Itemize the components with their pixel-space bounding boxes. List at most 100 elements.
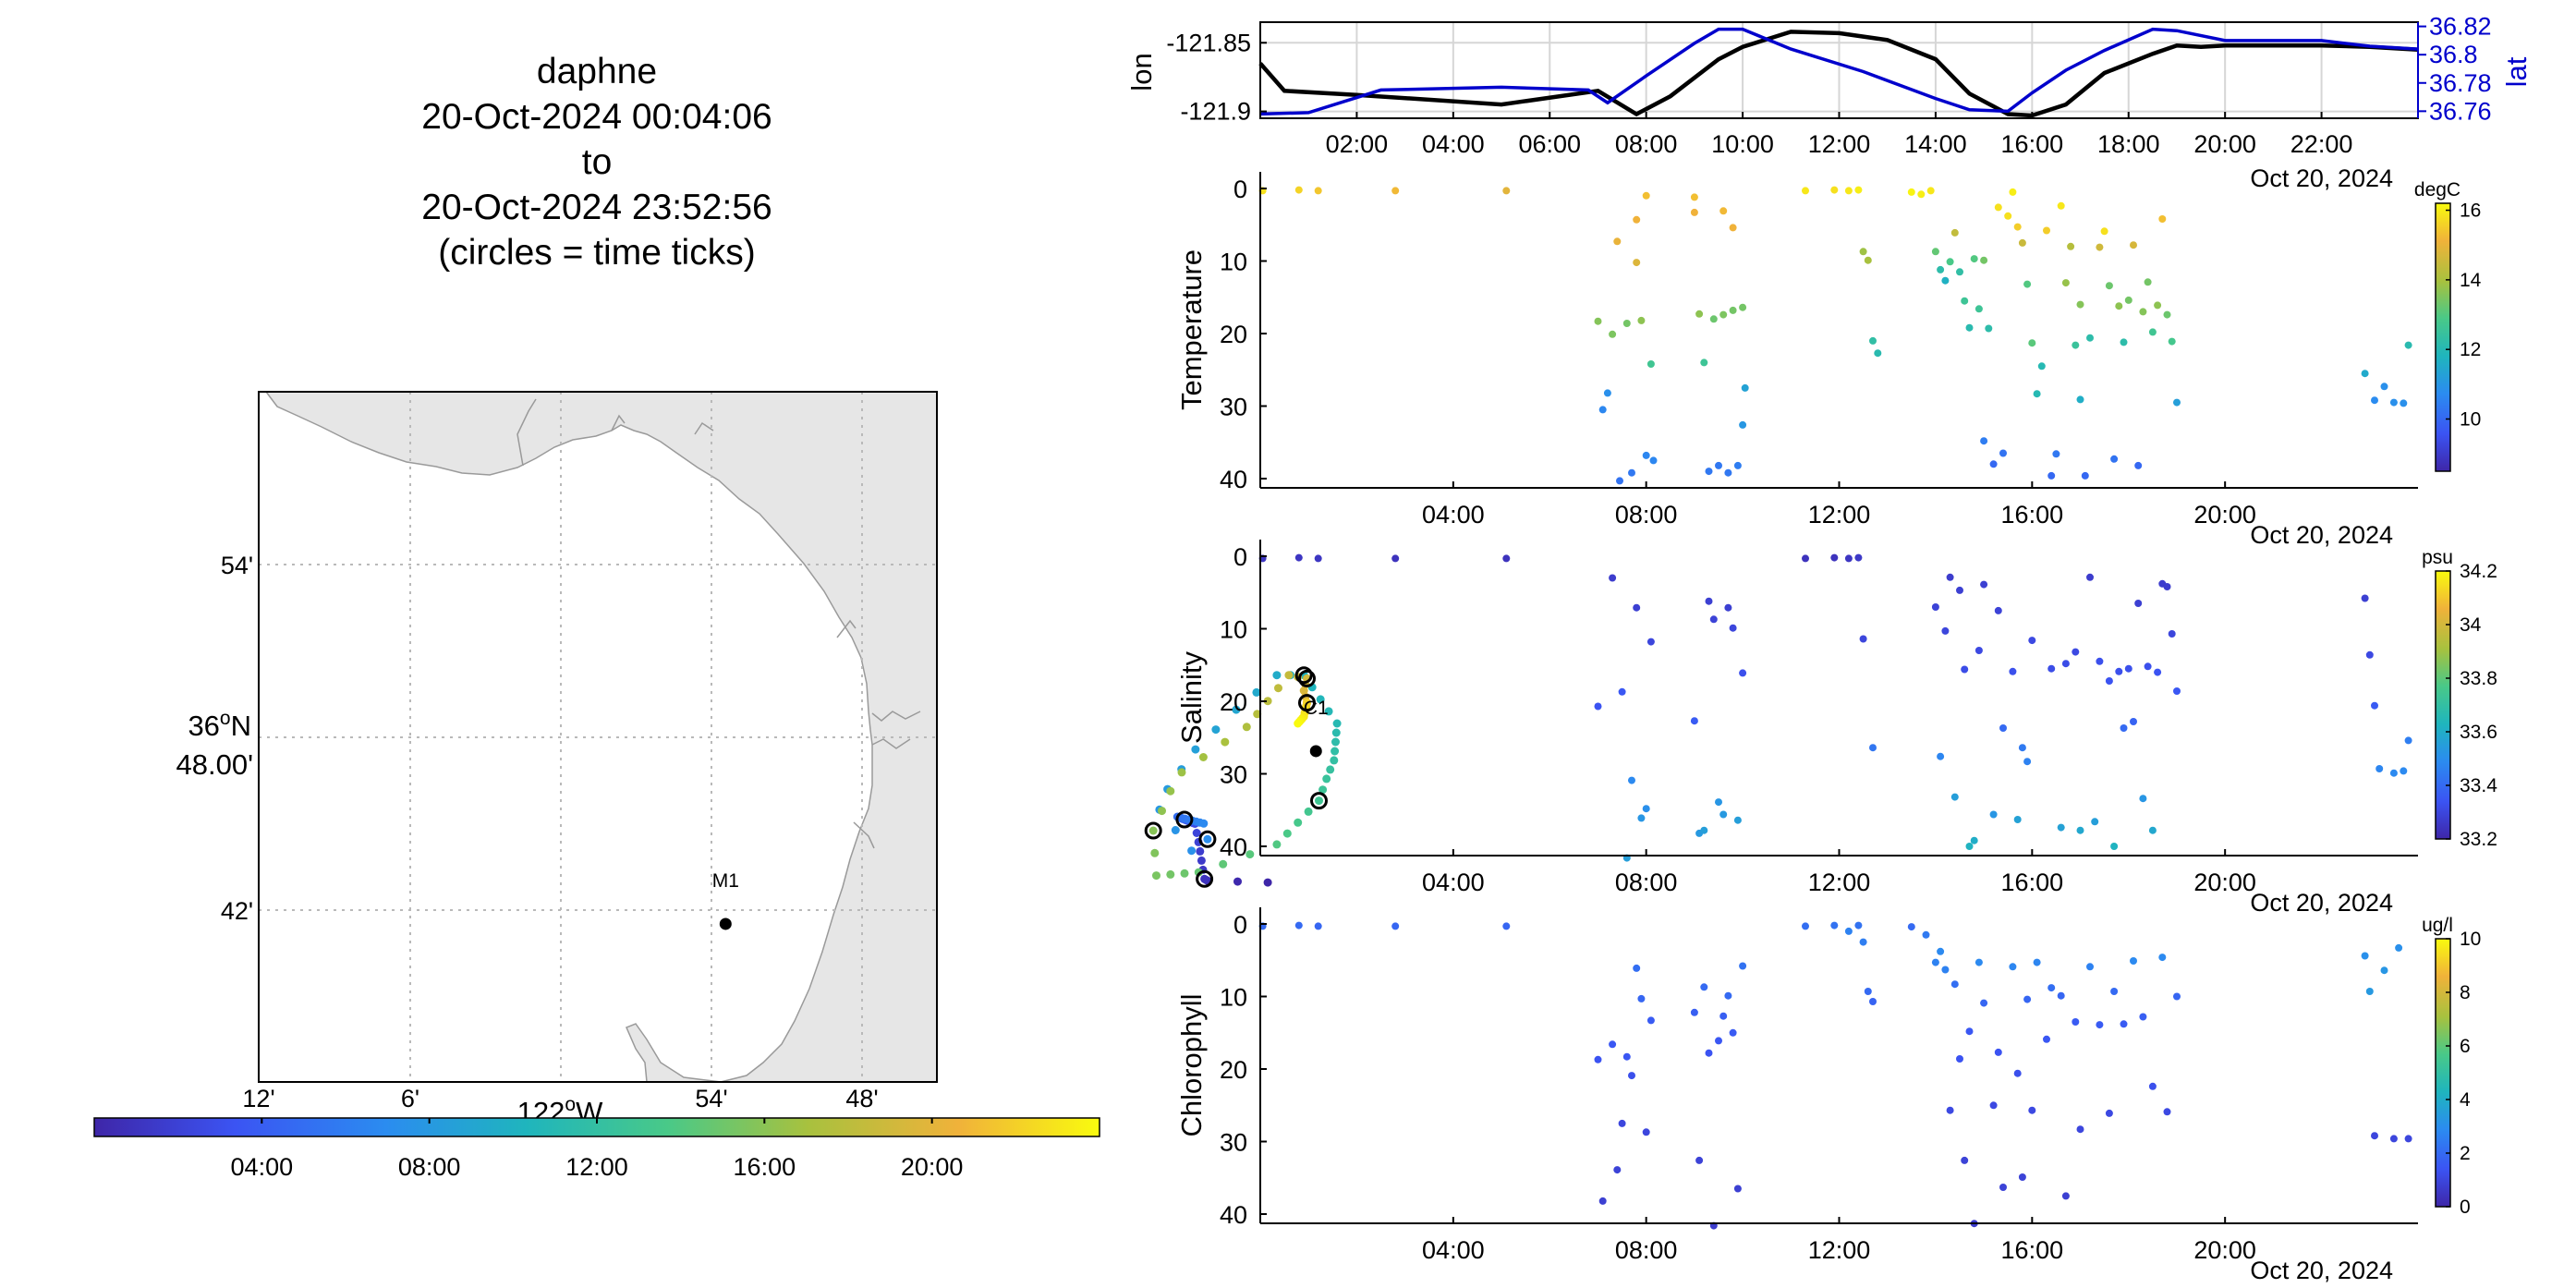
profile-point — [2110, 843, 2119, 850]
profile-y-label: Temperature — [1175, 249, 1208, 410]
profile-point — [2371, 396, 2378, 405]
stations: M1 C1 — [712, 698, 1329, 930]
profile-point — [1729, 306, 1737, 314]
profile-point — [1637, 316, 1646, 324]
profile-colorbar-tick: 2 — [2460, 1143, 2471, 1164]
profile-point — [2057, 991, 2065, 1000]
lon-tick: 12' — [242, 1085, 274, 1112]
station-marker — [719, 917, 732, 930]
profile-point — [2168, 630, 2176, 638]
profile-point — [2037, 362, 2046, 371]
lat-tick: 42' — [221, 897, 253, 925]
lon-tick: 48' — [845, 1085, 878, 1112]
profile-colorbar-tick: 0 — [2460, 1197, 2471, 1218]
profile-point — [2013, 816, 2022, 823]
profile-point — [1690, 1008, 1698, 1016]
profile-point — [1859, 938, 1867, 946]
profile-point — [1733, 816, 1742, 824]
track-point — [1252, 687, 1261, 697]
profile-point — [1705, 597, 1713, 605]
pos-x-tick: 02:00 — [1326, 130, 1389, 158]
profile-point — [2163, 583, 2171, 590]
profile-point — [1633, 603, 1641, 612]
time-colorbar-tick: 08:00 — [398, 1153, 461, 1181]
profile-point — [2072, 648, 2080, 656]
profile-x-tick: 16:00 — [2001, 501, 2064, 529]
profile-point — [1739, 962, 1747, 970]
river — [611, 414, 626, 431]
profile-y-tick: 0 — [1233, 176, 1247, 203]
profile-x-tick: 04:00 — [1422, 1236, 1485, 1264]
profile-y-tick: 30 — [1220, 394, 1247, 421]
profile-point — [1294, 553, 1303, 562]
profile-point — [1594, 702, 1602, 711]
track-point — [1211, 725, 1221, 735]
profile-point — [2134, 600, 2143, 607]
degree-symbol: o — [220, 708, 231, 729]
profile-x-tick: 08:00 — [1615, 869, 1678, 896]
track-point — [1263, 697, 1272, 706]
glider-track — [1144, 666, 1342, 888]
pos-x-tick: 22:00 — [2290, 130, 2353, 158]
profile-point — [2404, 1135, 2412, 1143]
profile-point — [2023, 758, 2032, 766]
track-point — [1284, 671, 1294, 680]
profile-point — [1869, 744, 1877, 752]
map-grid — [259, 392, 937, 1082]
profile-point — [1802, 922, 1809, 930]
profile-point — [1719, 207, 1728, 215]
profile-point — [1961, 297, 1969, 305]
lon-tick: 54' — [695, 1085, 727, 1112]
profile-point — [2371, 701, 2378, 710]
profile-point — [2096, 657, 2104, 665]
profile-point — [2004, 212, 2012, 220]
lat-center-deg: 36 — [188, 710, 219, 742]
profile-point — [1980, 999, 1988, 1007]
pos-x-tick: 16:00 — [2001, 130, 2064, 158]
profile-colorbar-tick: 34 — [2460, 614, 2482, 636]
profile-x-tick: 08:00 — [1615, 1236, 1678, 1264]
profile-point — [1628, 468, 1635, 477]
profile-point — [2057, 823, 2065, 832]
profile-point — [1391, 554, 1400, 563]
profile-point — [1854, 186, 1863, 194]
track-point — [1232, 705, 1241, 714]
profile-x-tick: 12:00 — [1808, 1236, 1871, 1264]
profile-x-tick: 04:00 — [1422, 869, 1485, 896]
land-mass — [265, 392, 937, 1082]
profile-point — [1729, 1028, 1737, 1037]
profile-point — [1950, 228, 1959, 237]
profile-point — [2148, 1082, 2157, 1090]
profile-point — [1739, 669, 1747, 677]
profile-point — [1622, 1052, 1631, 1061]
profile-point — [1637, 994, 1646, 1002]
profile-point — [2009, 963, 2017, 971]
time-tick-circle — [1294, 666, 1313, 685]
profile-colorbar — [2435, 938, 2451, 1208]
profile-point — [2110, 988, 2119, 995]
pos-x-tick: 20:00 — [2193, 130, 2256, 158]
time-tick-circle — [1298, 669, 1316, 687]
profile-point — [2400, 399, 2408, 407]
profile-point — [2389, 769, 2398, 777]
track-point — [1177, 768, 1186, 777]
track-point — [1187, 846, 1197, 856]
profile-point — [1869, 336, 1877, 345]
profile-point — [2033, 958, 2041, 966]
profile-point — [2361, 370, 2369, 378]
profile-colorbar-tick: 10 — [2460, 929, 2481, 950]
profile-point — [2154, 668, 2162, 676]
profile-point — [1705, 468, 1713, 476]
profile-point — [2009, 667, 2017, 675]
profile-colorbar-unit: degC — [2414, 179, 2461, 200]
profile-point — [2067, 242, 2075, 250]
time-colorbar-tick: 16:00 — [734, 1153, 796, 1181]
profile-point — [2148, 826, 2157, 834]
profile-point — [1719, 1012, 1728, 1020]
profile-colorbar-unit: psu — [2422, 547, 2453, 568]
lon-series-line — [1258, 30, 2419, 118]
track-point — [1274, 684, 1282, 693]
time-colorbar-tick: 20:00 — [901, 1153, 964, 1181]
position-grid — [1260, 22, 2418, 118]
profile-colorbar-tick: 8 — [2460, 982, 2471, 1003]
